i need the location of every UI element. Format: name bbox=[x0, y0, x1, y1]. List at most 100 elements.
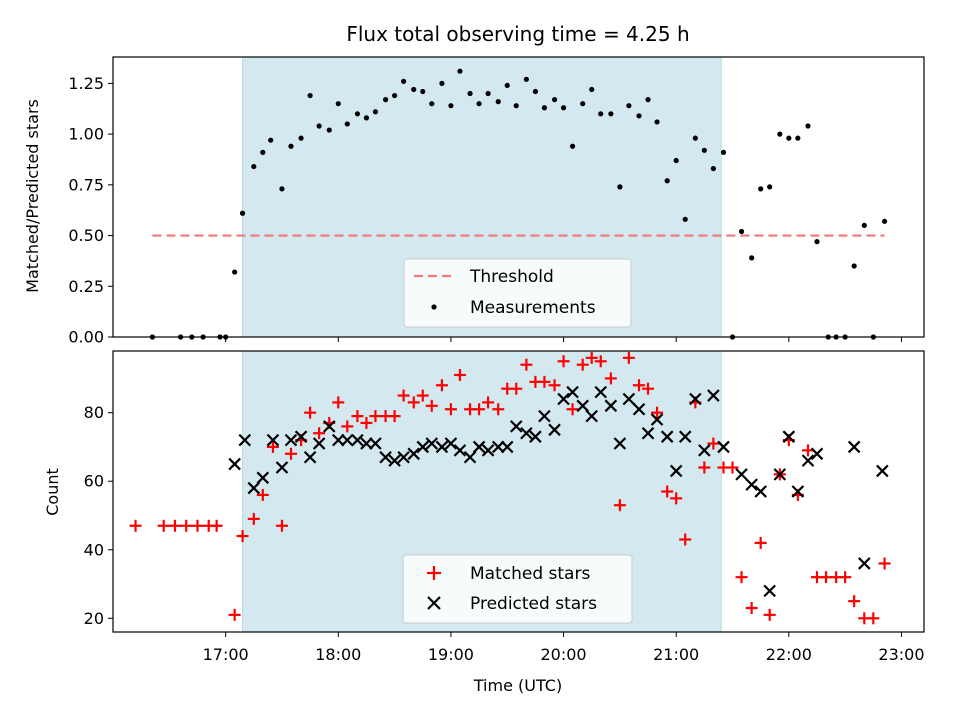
x-tick-label: 23:00 bbox=[878, 645, 924, 664]
matched-star-point bbox=[482, 396, 495, 409]
predicted-star-point bbox=[858, 557, 871, 570]
measurement-point bbox=[654, 119, 660, 125]
predicted-star-point bbox=[641, 426, 655, 440]
measurement-point bbox=[532, 88, 538, 95]
matched-star-point bbox=[566, 403, 579, 416]
top-plot-frame bbox=[112, 56, 925, 338]
predicted-star-point bbox=[303, 450, 317, 464]
matched-star-point bbox=[129, 519, 142, 532]
predicted-star-point bbox=[425, 437, 439, 450]
matched-star-point bbox=[247, 512, 260, 525]
measurement-point bbox=[457, 68, 463, 74]
matched-star-point bbox=[341, 420, 354, 433]
measurement-point bbox=[738, 228, 745, 235]
measurement-point bbox=[617, 184, 623, 190]
measurement-point bbox=[448, 103, 454, 109]
matched-star-point bbox=[180, 519, 193, 532]
predicted-star-point bbox=[351, 433, 364, 447]
matched-star-point bbox=[745, 602, 758, 615]
measurement-point bbox=[467, 90, 473, 97]
measurement-point bbox=[251, 163, 257, 170]
measurement-point bbox=[239, 210, 246, 216]
matched-star-point bbox=[642, 382, 655, 395]
predicted-star-point bbox=[509, 420, 523, 433]
predicted-star-point bbox=[876, 464, 889, 478]
measurement-point bbox=[758, 186, 764, 192]
measurement-point bbox=[861, 222, 867, 229]
matched-stars-points bbox=[129, 351, 891, 625]
measurement-point bbox=[720, 149, 727, 155]
predicted-star-point bbox=[735, 468, 748, 481]
top-y-axis-label: Matched/Predicted stars bbox=[23, 99, 42, 293]
legend-threshold-label: Threshold bbox=[469, 267, 554, 287]
matched-star-point bbox=[726, 461, 739, 474]
matched-star-point bbox=[425, 399, 438, 412]
predicted-star-point bbox=[322, 420, 336, 433]
matched-star-point bbox=[867, 612, 880, 625]
matched-star-point bbox=[397, 389, 410, 402]
bottom-y-tick-label: 80 bbox=[84, 403, 104, 422]
predicted-star-point bbox=[481, 444, 495, 457]
measurement-point bbox=[513, 103, 519, 109]
measurement-point bbox=[288, 143, 294, 149]
matched-star-point bbox=[538, 375, 551, 388]
predicted-star-point bbox=[407, 447, 421, 461]
legend-predicted-stars-label: Predicted stars bbox=[470, 594, 597, 614]
matched-star-point bbox=[191, 519, 204, 532]
predicted-star-point bbox=[707, 389, 720, 402]
measurement-point bbox=[598, 111, 604, 117]
predicted-star-point bbox=[650, 413, 664, 426]
measurement-point bbox=[411, 86, 417, 93]
predicted-star-point bbox=[538, 409, 551, 423]
predicted-star-point bbox=[669, 464, 683, 478]
matched-star-point bbox=[388, 410, 401, 423]
matched-star-point bbox=[157, 519, 170, 532]
measurement-point bbox=[541, 105, 548, 111]
predicted-star-point bbox=[331, 433, 345, 447]
matched-star-point bbox=[492, 403, 505, 416]
measurement-point bbox=[767, 184, 773, 190]
predicted-star-point bbox=[773, 468, 787, 481]
predicted-star-point bbox=[360, 437, 373, 450]
predicted-star-point bbox=[275, 461, 289, 474]
legend-measurements-label: Measurements bbox=[470, 298, 596, 318]
measurement-point bbox=[298, 135, 304, 141]
predicted-star-point bbox=[594, 385, 608, 399]
matched-star-point bbox=[351, 410, 364, 423]
predicted-star-point bbox=[810, 447, 824, 461]
measurement-point bbox=[777, 131, 783, 137]
matched-star-point bbox=[444, 403, 457, 416]
measurement-point bbox=[805, 123, 811, 129]
predicted-star-point bbox=[341, 433, 354, 447]
measurement-point bbox=[279, 186, 285, 192]
predicted-star-point bbox=[754, 485, 767, 498]
matched-star-point bbox=[473, 403, 486, 416]
measurement-points bbox=[149, 68, 888, 340]
top-y-ticks: 0.00 0.25 0.50 0.75 1.00 1.25 bbox=[68, 74, 113, 347]
matched-star-point bbox=[557, 355, 570, 368]
predicted-star-point bbox=[416, 440, 430, 454]
measurement-point bbox=[268, 137, 274, 143]
matched-star-point bbox=[698, 461, 711, 474]
predicted-star-point bbox=[745, 478, 758, 491]
matched-star-point bbox=[679, 533, 692, 546]
measurement-point bbox=[710, 165, 716, 172]
measurement-point bbox=[560, 105, 567, 111]
top-legend: Threshold Measurements bbox=[403, 258, 632, 328]
predicted-star-point bbox=[491, 440, 505, 454]
matched-star-point bbox=[168, 519, 181, 532]
matched-star-point bbox=[304, 406, 317, 419]
matched-star-point bbox=[633, 379, 646, 392]
measurement-point bbox=[354, 111, 361, 117]
predicted-star-point bbox=[369, 437, 382, 450]
top-y-tick-label: 0.75 bbox=[68, 175, 104, 194]
matched-star-point bbox=[754, 536, 767, 549]
measurement-point bbox=[485, 90, 491, 97]
matched-star-point bbox=[707, 437, 720, 450]
predicted-star-point bbox=[660, 430, 674, 443]
predicted-star-point bbox=[453, 444, 467, 457]
measurement-point bbox=[344, 121, 350, 127]
matched-stars-legend-swatch bbox=[427, 566, 441, 580]
measurements-legend-swatch bbox=[431, 304, 437, 310]
